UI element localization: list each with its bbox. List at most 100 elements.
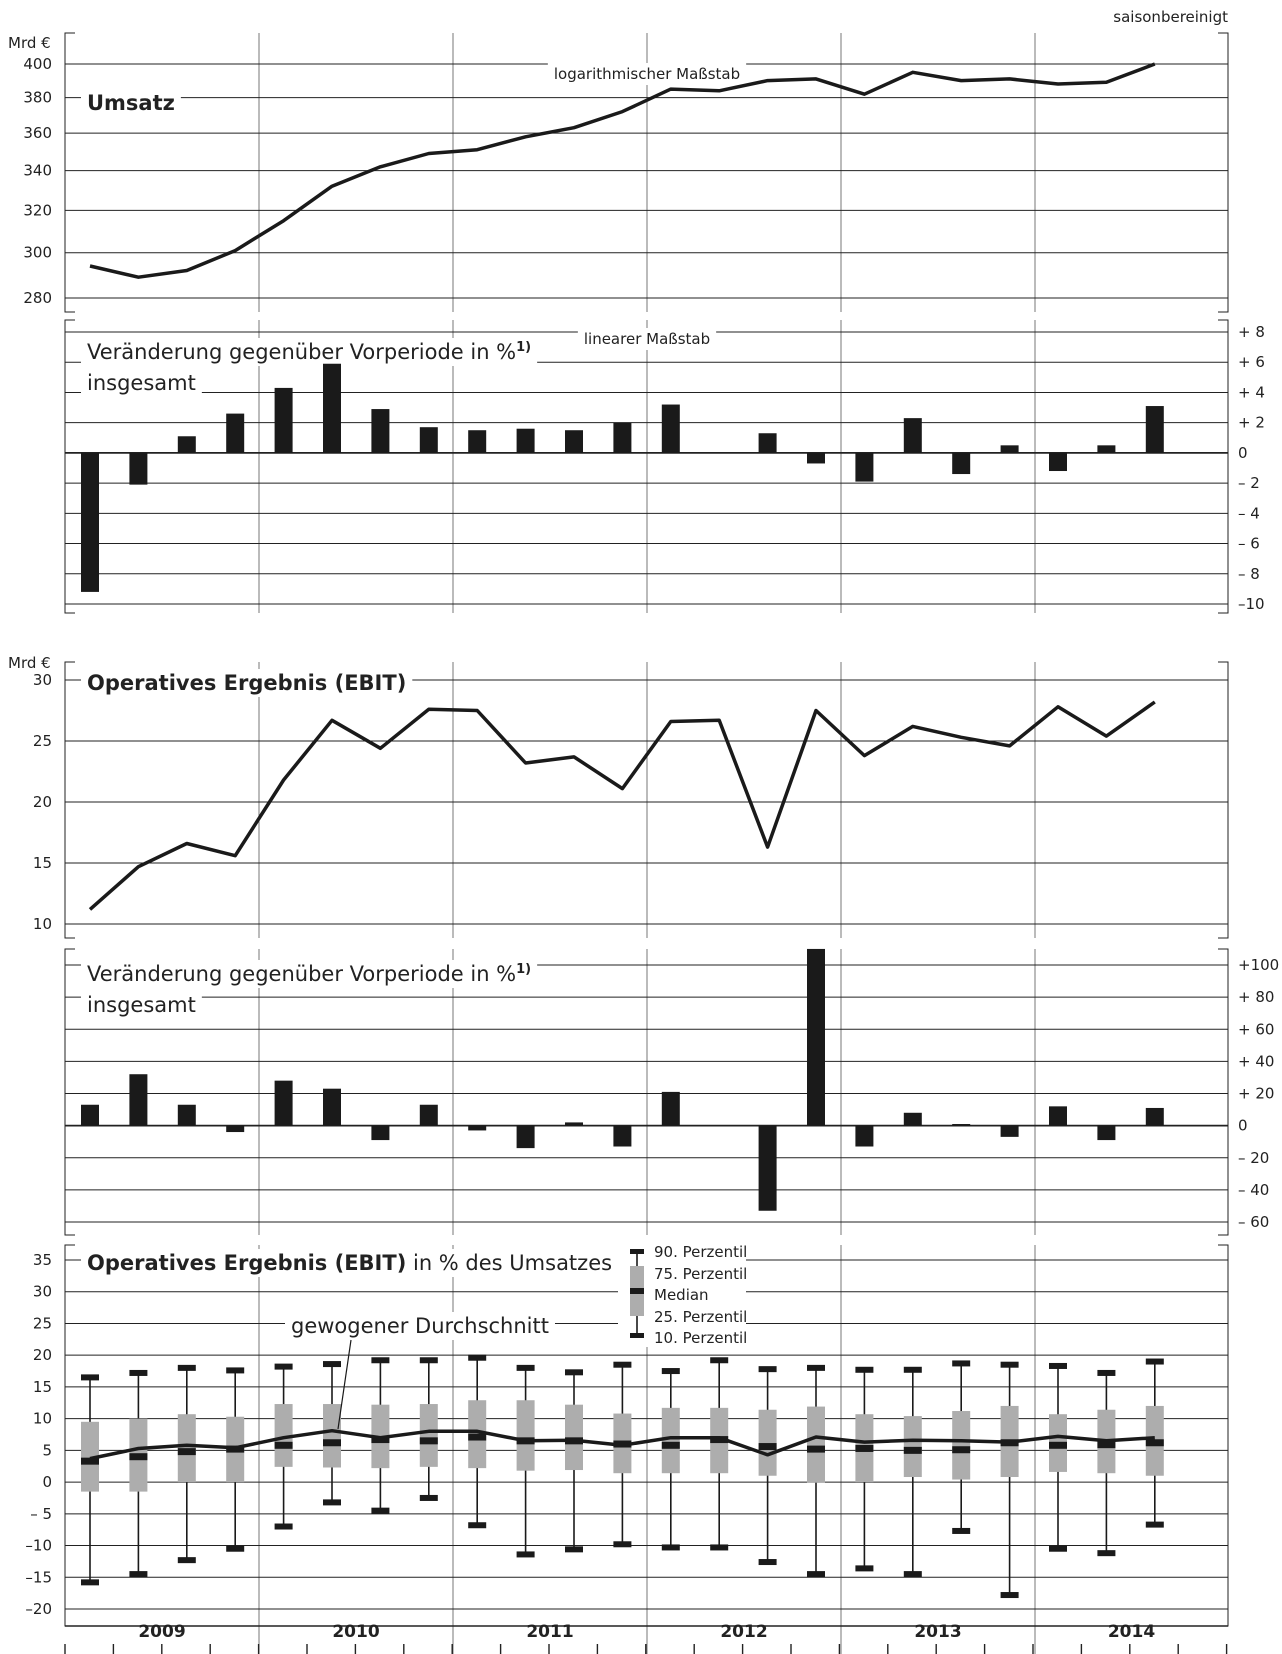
p10-cap: [1000, 1592, 1019, 1599]
sales-title: Umsatz: [87, 91, 175, 115]
median-mark: [468, 1433, 487, 1441]
p10-cap: [274, 1523, 293, 1530]
sales-y-tick-label: 280: [23, 289, 52, 307]
box-iqr: [952, 1411, 971, 1480]
label-mask: [81, 960, 538, 988]
median-mark: [274, 1441, 293, 1449]
median-mark: [855, 1444, 874, 1452]
median-mark: [1145, 1439, 1164, 1447]
median-mark: [177, 1448, 196, 1456]
weighted-average-pointer: [337, 1339, 352, 1430]
label-mask: [577, 328, 717, 350]
p10-cap: [661, 1544, 680, 1551]
margin-y-tick-label: –15: [25, 1568, 52, 1586]
sales-change-bar: [371, 409, 390, 453]
sales-change-bar: [807, 452, 825, 464]
ebit-change-bar: [274, 1080, 293, 1126]
sales-change-subtitle: insgesamt: [87, 371, 196, 395]
box-iqr: [419, 1404, 438, 1467]
legend-entry: 75. Perzentil: [654, 1265, 747, 1283]
p90-cap: [129, 1369, 148, 1376]
p10-cap: [1049, 1545, 1067, 1552]
label-mask: [81, 338, 538, 366]
sales-unit: Mrd €: [8, 34, 51, 52]
ebit-right-bracket: [1218, 661, 1229, 939]
ebit-y-tick-label: 15: [33, 854, 52, 872]
ebit-change-y-tick-label: – 20: [1238, 1149, 1269, 1167]
p90-cap: [419, 1357, 438, 1364]
p90-cap: [903, 1366, 922, 1373]
margin-y-tick-label: 25: [33, 1314, 52, 1332]
margin-y-tick-label: 0: [42, 1473, 52, 1491]
ebit-change-bar: [758, 1125, 777, 1211]
ebit-change-bar: [468, 1125, 487, 1131]
sales-change-bar: [1000, 445, 1019, 453]
margin-left-bracket: [64, 1244, 75, 1627]
year-label: 2012: [720, 1622, 767, 1642]
linear-scale-note: linearer Maßstab: [584, 330, 710, 348]
label-mask: [81, 89, 181, 117]
sales-change-y-tick-label: + 6: [1238, 353, 1265, 371]
sales-change-bar: [952, 452, 971, 475]
p90-cap: [468, 1354, 487, 1361]
sales-change-bar: [758, 433, 777, 453]
median-mark: [807, 1445, 825, 1453]
legend-p90-cap: [630, 1249, 644, 1254]
label-mask: [547, 63, 747, 85]
p90-cap: [613, 1361, 632, 1368]
p10-cap: [419, 1494, 438, 1501]
ebit-y-tick-label: 25: [33, 732, 52, 750]
sales-change-bar: [1049, 452, 1067, 472]
sales-change-bar: [419, 427, 438, 453]
p90-cap: [1097, 1369, 1116, 1376]
p10-cap: [81, 1579, 99, 1586]
ebit-change-bar: [807, 948, 825, 1126]
ebit-change-bar: [855, 1125, 874, 1147]
p90-cap: [1145, 1358, 1164, 1365]
margin-y-tick-label: 10: [33, 1410, 52, 1428]
ebit-change-bar: [1000, 1125, 1019, 1137]
weighted-average-label: gewogener Durchschnitt: [291, 1314, 549, 1338]
labels: saisonbereinigt Mrd € Umsatz logarithmis…: [8, 8, 1228, 1347]
ebit-change-bar: [129, 1074, 148, 1126]
median-mark: [129, 1453, 148, 1461]
ebit-change-bar: [613, 1125, 632, 1147]
ebit-line: [88, 700, 1156, 911]
p90-cap: [177, 1364, 196, 1371]
ebit-change-bar: [226, 1125, 245, 1133]
legend-entry: Median: [654, 1286, 709, 1304]
p90-cap: [516, 1364, 535, 1371]
p90-cap: [807, 1364, 825, 1371]
sales-change-bar: [903, 418, 922, 453]
label-mask: [285, 1312, 555, 1340]
p90-cap: [1049, 1362, 1067, 1369]
sales-y-tick-label: 340: [23, 162, 52, 180]
p10-cap: [903, 1571, 922, 1578]
p10-cap: [807, 1571, 825, 1578]
ebit-change-y-tick-label: – 60: [1238, 1213, 1269, 1231]
p10-cap: [226, 1545, 245, 1552]
sales-change-y-tick-label: 0: [1238, 444, 1248, 462]
p10-cap: [468, 1522, 487, 1529]
ebit-change-y-tick-label: + 80: [1238, 988, 1274, 1006]
ebit-title: Operatives Ergebnis (EBIT): [87, 671, 406, 695]
p90-cap: [952, 1360, 971, 1367]
ebit-change-bar: [952, 1124, 971, 1126]
p90-cap: [710, 1357, 729, 1364]
label-mask: [81, 1249, 619, 1277]
p10-cap: [1097, 1550, 1116, 1557]
ebit-y-tick-label: 20: [33, 793, 52, 811]
p10-cap: [613, 1541, 632, 1548]
ebit-change-y-tick-label: 0: [1238, 1117, 1248, 1135]
p10-cap: [129, 1571, 148, 1578]
ebit-change-bar: [565, 1122, 583, 1126]
ebit-change-bar: [419, 1104, 438, 1126]
margin-y-tick-label: – 5: [30, 1505, 52, 1523]
ebit-change-right-bracket: [1218, 948, 1229, 1236]
p90-cap: [565, 1369, 583, 1376]
ebit-change-bar: [177, 1104, 196, 1126]
sales-y-tick-label: 320: [23, 201, 52, 219]
margin-y-tick-label: –20: [25, 1600, 52, 1618]
sales-change-bar: [855, 452, 874, 482]
